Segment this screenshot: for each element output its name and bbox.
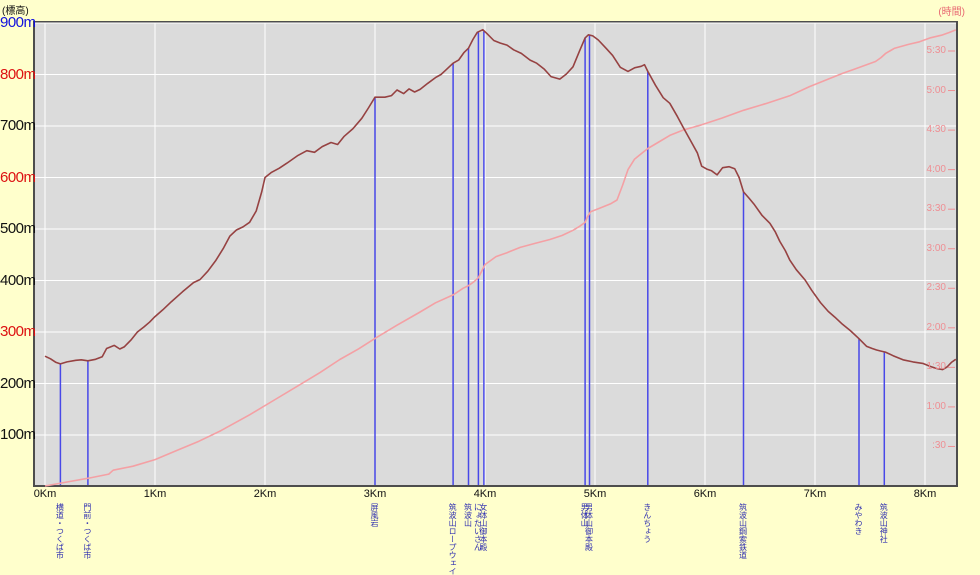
elevation-tick-label: 700m: [0, 117, 36, 134]
distance-tick-label: 7Km: [803, 488, 827, 500]
time-tick-label: 2:30: [926, 282, 946, 294]
elevation-tick-label: 900m: [0, 14, 36, 31]
time-curve: [44, 29, 957, 487]
time-tick-label: 5:00: [926, 84, 946, 96]
waypoint-label: みやわき: [854, 503, 863, 535]
waypoint-label: 男体山: [580, 503, 590, 527]
waypoint-label: 男体山御本殿: [584, 503, 594, 551]
time-tick-label: 3:00: [926, 242, 946, 254]
elevation-tick-label: 500m: [0, 220, 36, 237]
waypoint-label: 横道・つくば市: [55, 503, 65, 559]
elevation-tick-label: 800m: [0, 65, 36, 83]
time-tick-label: 1:00: [926, 400, 946, 412]
distance-tick-label: 8Km: [913, 488, 937, 500]
time-tick-label: 4:00: [926, 163, 946, 175]
time-tick-label: 5:30: [926, 45, 946, 56]
plot-area: [33, 21, 958, 487]
elevation-axis-title: (標高): [2, 6, 29, 17]
waypoint-label: 門前・つくば市: [82, 503, 92, 559]
waypoint-label: 屏風岩: [370, 503, 379, 527]
elevation-tick-label: 300m: [0, 323, 36, 340]
time-tick-label: 3:30: [926, 203, 946, 215]
elevation-tick-label: 400m: [0, 271, 36, 289]
waypoint-label: にょたいさん: [473, 503, 483, 551]
time-tick-label: 1:30: [926, 361, 946, 373]
distance-tick-label: 4Km: [473, 488, 497, 500]
distance-tick-label: 1Km: [143, 488, 167, 500]
distance-tick-label: 5Km: [583, 488, 607, 500]
waypoint-label: 女体山御本殿: [478, 503, 488, 551]
waypoint-label: 筑波山: [463, 503, 473, 527]
waypoint-label: 筑波山神社: [879, 503, 889, 543]
distance-tick-label: 0Km: [33, 488, 57, 500]
distance-tick-label: 6Km: [693, 488, 717, 500]
waypoint-label: 筑波山鋼索鉄道: [738, 503, 748, 559]
time-tick-label: :30: [932, 440, 946, 452]
elevation-tick-label: 200m: [0, 374, 36, 392]
distance-tick-label: 2Km: [253, 488, 277, 500]
waypoint-label: きんちょう: [642, 503, 652, 543]
time-axis-title: (時間): [938, 7, 965, 18]
time-tick-label: 2:00: [926, 321, 946, 333]
time-tick-label: 4:30: [926, 124, 946, 136]
waypoint-label: 筑波山ロープウェイ: [448, 503, 458, 575]
elevation-tick-label: 100m: [0, 426, 36, 443]
elevation-tick-label: 600m: [0, 168, 36, 186]
distance-tick-label: 3Km: [363, 488, 387, 500]
elevation-curve: [44, 28, 957, 371]
